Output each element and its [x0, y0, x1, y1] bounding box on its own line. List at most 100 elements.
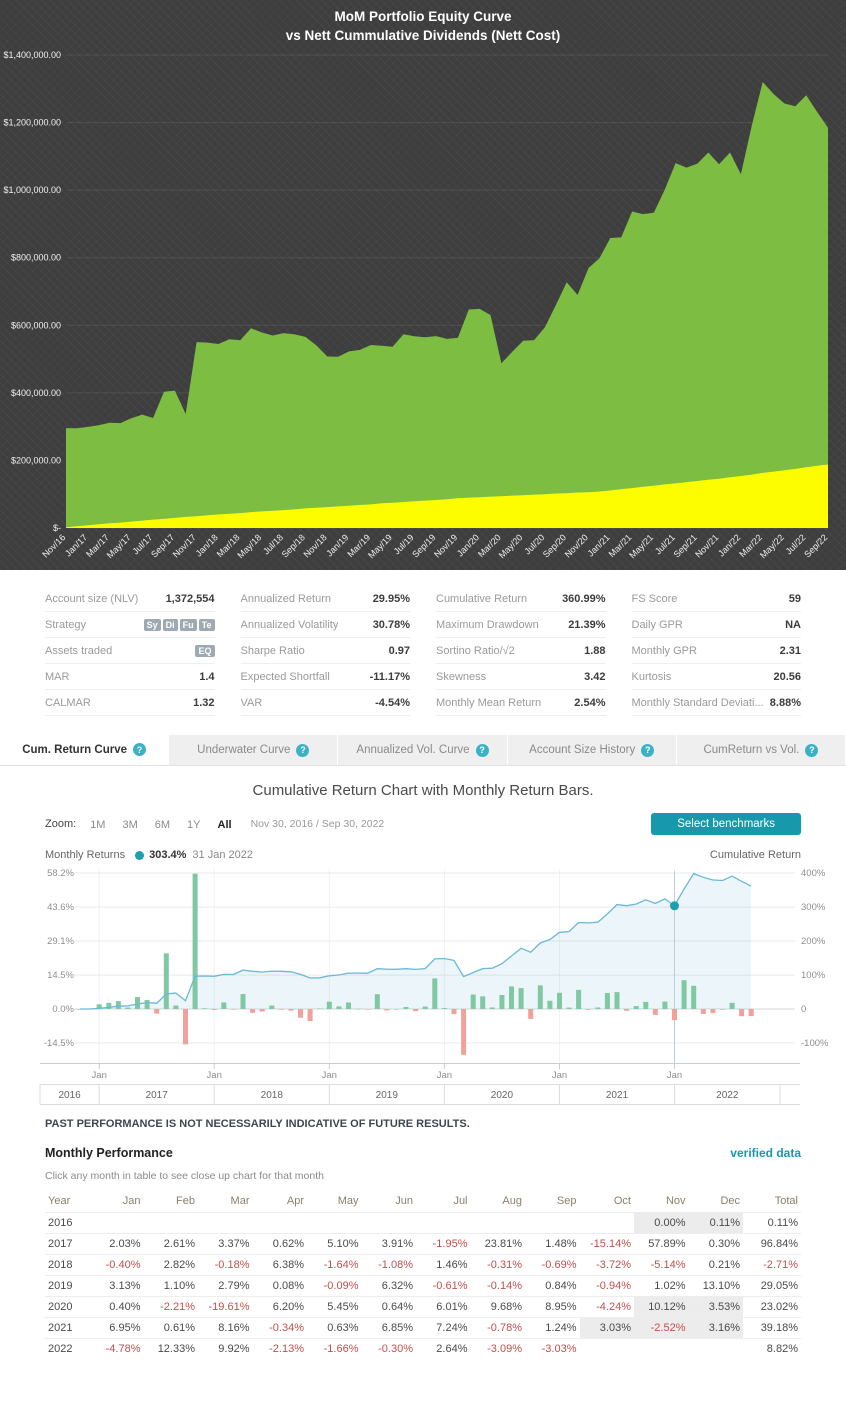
- month-cell-2019-sep[interactable]: 0.84%: [525, 1275, 580, 1297]
- month-cell-2016-sep[interactable]: [525, 1212, 580, 1234]
- month-cell-2019-nov[interactable]: 1.02%: [634, 1275, 689, 1297]
- zoom-option-1y[interactable]: 1Y: [187, 819, 201, 831]
- month-cell-2017-may[interactable]: 5.10%: [307, 1233, 362, 1255]
- month-cell-2019-oct[interactable]: -0.94%: [579, 1275, 634, 1297]
- month-cell-2018-mar[interactable]: -0.18%: [198, 1254, 253, 1276]
- month-cell-2017-oct[interactable]: -15.14%: [579, 1233, 634, 1255]
- month-cell-2016-apr[interactable]: [252, 1212, 307, 1234]
- month-cell-2017-jan[interactable]: 2.03%: [89, 1233, 144, 1255]
- month-cell-2016-oct[interactable]: [579, 1212, 634, 1234]
- month-cell-2017-apr[interactable]: 0.62%: [252, 1233, 307, 1255]
- month-cell-2016-jan[interactable]: [89, 1212, 144, 1234]
- month-cell-2017-dec[interactable]: 0.30%: [688, 1233, 743, 1255]
- zoom-option-all[interactable]: All: [217, 819, 232, 831]
- help-icon[interactable]: ?: [805, 743, 819, 757]
- month-cell-2019-feb[interactable]: 1.10%: [143, 1275, 198, 1297]
- zoom-option-3m[interactable]: 3M: [122, 819, 138, 831]
- month-cell-2018-jan[interactable]: -0.40%: [89, 1254, 144, 1276]
- month-cell-2020-nov[interactable]: 10.12%: [634, 1296, 689, 1318]
- month-cell-2022-sep[interactable]: -3.03%: [525, 1338, 580, 1359]
- month-cell-2020-apr[interactable]: 6.20%: [252, 1296, 307, 1318]
- month-cell-2019-jun[interactable]: 6.32%: [361, 1275, 416, 1297]
- month-cell-2019-mar[interactable]: 2.79%: [198, 1275, 253, 1297]
- month-cell-2018-dec[interactable]: 0.21%: [688, 1254, 743, 1276]
- month-cell-2019-aug[interactable]: -0.14%: [470, 1275, 525, 1297]
- month-cell-2022-mar[interactable]: 9.92%: [198, 1338, 253, 1359]
- month-cell-2021-nov[interactable]: -2.52%: [634, 1317, 689, 1339]
- month-cell-2021-feb[interactable]: 0.61%: [143, 1317, 198, 1339]
- zoom-option-1m[interactable]: 1M: [90, 819, 106, 831]
- month-cell-2016-mar[interactable]: [198, 1212, 253, 1234]
- month-cell-2016-feb[interactable]: [143, 1212, 198, 1234]
- month-cell-2021-dec[interactable]: 3.16%: [688, 1317, 743, 1339]
- month-cell-2022-nov[interactable]: [634, 1338, 689, 1359]
- month-cell-2017-mar[interactable]: 3.37%: [198, 1233, 253, 1255]
- month-cell-2017-feb[interactable]: 2.61%: [143, 1233, 198, 1255]
- month-cell-2017-aug[interactable]: 23.81%: [470, 1233, 525, 1255]
- month-cell-2018-nov[interactable]: -5.14%: [634, 1254, 689, 1276]
- help-icon[interactable]: ?: [296, 743, 310, 757]
- month-cell-2020-jul[interactable]: 6.01%: [416, 1296, 471, 1318]
- month-cell-2019-jul[interactable]: -0.61%: [416, 1275, 471, 1297]
- month-cell-2021-jun[interactable]: 6.85%: [361, 1317, 416, 1339]
- month-cell-2021-mar[interactable]: 8.16%: [198, 1317, 253, 1339]
- tab-account-size-history[interactable]: Account Size History?: [507, 735, 677, 765]
- month-cell-2021-apr[interactable]: -0.34%: [252, 1317, 307, 1339]
- tab-underwater-curve[interactable]: Underwater Curve?: [169, 735, 339, 765]
- month-cell-2020-oct[interactable]: -4.24%: [579, 1296, 634, 1318]
- select-benchmarks-button[interactable]: Select benchmarks: [651, 813, 801, 835]
- month-cell-2022-dec[interactable]: [688, 1338, 743, 1359]
- help-icon[interactable]: ?: [475, 743, 489, 757]
- month-cell-2021-may[interactable]: 0.63%: [307, 1317, 362, 1339]
- month-cell-2021-aug[interactable]: -0.78%: [470, 1317, 525, 1339]
- month-cell-2016-nov[interactable]: 0.00%: [634, 1212, 689, 1234]
- zoom-option-6m[interactable]: 6M: [154, 819, 171, 831]
- month-cell-2020-feb[interactable]: -2.21%: [143, 1296, 198, 1318]
- month-cell-2022-may[interactable]: -1.66%: [307, 1338, 362, 1359]
- month-cell-2019-may[interactable]: -0.09%: [307, 1275, 362, 1297]
- month-cell-2022-jul[interactable]: 2.64%: [416, 1338, 471, 1359]
- month-cell-2018-may[interactable]: -1.64%: [307, 1254, 362, 1276]
- month-cell-2017-nov[interactable]: 57.89%: [634, 1233, 689, 1255]
- month-cell-2019-dec[interactable]: 13.10%: [688, 1275, 743, 1297]
- month-cell-2021-sep[interactable]: 1.24%: [525, 1317, 580, 1339]
- month-cell-2020-sep[interactable]: 8.95%: [525, 1296, 580, 1318]
- verified-data-link[interactable]: verified data: [730, 1146, 801, 1160]
- month-cell-2020-dec[interactable]: 3.53%: [688, 1296, 743, 1318]
- month-cell-2018-jun[interactable]: -1.08%: [361, 1254, 416, 1276]
- month-cell-2021-jan[interactable]: 6.95%: [89, 1317, 144, 1339]
- month-cell-2020-aug[interactable]: 9.68%: [470, 1296, 525, 1318]
- month-cell-2016-may[interactable]: [307, 1212, 362, 1234]
- month-cell-2018-sep[interactable]: -0.69%: [525, 1254, 580, 1276]
- month-cell-2019-apr[interactable]: 0.08%: [252, 1275, 307, 1297]
- month-cell-2022-apr[interactable]: -2.13%: [252, 1338, 307, 1359]
- month-cell-2018-apr[interactable]: 6.38%: [252, 1254, 307, 1276]
- month-cell-2017-jun[interactable]: 3.91%: [361, 1233, 416, 1255]
- month-cell-2022-oct[interactable]: [579, 1338, 634, 1359]
- tab-annualized-vol-curve[interactable]: Annualized Vol. Curve?: [338, 735, 508, 765]
- month-cell-2016-jul[interactable]: [416, 1212, 471, 1234]
- month-cell-2019-jan[interactable]: 3.13%: [89, 1275, 144, 1297]
- month-cell-2017-jul[interactable]: -1.95%: [416, 1233, 471, 1255]
- month-cell-2018-oct[interactable]: -3.72%: [579, 1254, 634, 1276]
- month-cell-2020-jan[interactable]: 0.40%: [89, 1296, 144, 1318]
- cumulative-return-chart-canvas[interactable]: 58.2% 400% 43.6% 300% 29.1% 200% 14.5% 100% 0.0%…: [0, 863, 846, 1106]
- tab-cumreturn-vs-vol[interactable]: CumReturn vs Vol.?: [676, 735, 846, 765]
- month-cell-2021-oct[interactable]: 3.03%: [579, 1317, 634, 1339]
- month-cell-2022-aug[interactable]: -3.09%: [470, 1338, 525, 1359]
- month-cell-2022-jan[interactable]: -4.78%: [89, 1338, 144, 1359]
- help-icon[interactable]: ?: [133, 743, 146, 756]
- month-cell-2018-feb[interactable]: 2.82%: [143, 1254, 198, 1276]
- month-cell-2020-jun[interactable]: 0.64%: [361, 1296, 416, 1318]
- month-cell-2022-feb[interactable]: 12.33%: [143, 1338, 198, 1359]
- tab-cum-return-curve[interactable]: Cum. Return Curve?: [0, 735, 170, 765]
- month-cell-2022-jun[interactable]: -0.30%: [361, 1338, 416, 1359]
- month-cell-2016-dec[interactable]: 0.11%: [688, 1212, 743, 1234]
- month-cell-2018-jul[interactable]: 1.46%: [416, 1254, 471, 1276]
- month-cell-2016-aug[interactable]: [470, 1212, 525, 1234]
- month-cell-2020-may[interactable]: 5.45%: [307, 1296, 362, 1318]
- month-cell-2021-jul[interactable]: 7.24%: [416, 1317, 471, 1339]
- help-icon[interactable]: ?: [641, 743, 655, 757]
- month-cell-2018-aug[interactable]: -0.31%: [470, 1254, 525, 1276]
- month-cell-2017-sep[interactable]: 1.48%: [525, 1233, 580, 1255]
